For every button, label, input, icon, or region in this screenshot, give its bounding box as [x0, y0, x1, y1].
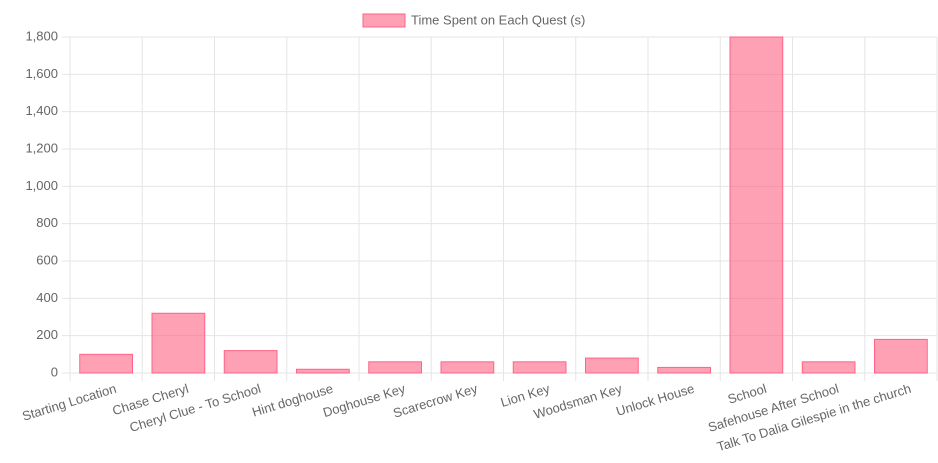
legend-swatch	[362, 13, 406, 28]
y-tick-label: 200	[36, 327, 58, 342]
y-tick-label: 600	[36, 252, 58, 267]
bar	[151, 312, 206, 374]
y-tick-label: 1,200	[25, 140, 58, 155]
y-tick-label: 0	[51, 364, 58, 379]
bar	[874, 338, 928, 374]
bar	[440, 361, 495, 374]
y-tick-label: 1,400	[25, 103, 58, 118]
bar	[223, 350, 278, 374]
y-tick-label: 1,800	[25, 28, 58, 43]
x-tick-label: Scarecrow Key	[391, 381, 479, 421]
bar	[729, 36, 784, 374]
x-tick-label: Hint doghouse	[250, 381, 335, 420]
bar	[79, 353, 133, 374]
bar	[657, 366, 711, 374]
bar	[801, 361, 856, 374]
y-tick-label: 800	[36, 215, 58, 230]
x-tick-label: Unlock House	[614, 381, 696, 419]
legend-label: Time Spent on Each Quest (s)	[411, 12, 585, 27]
y-tick-label: 1,000	[25, 178, 58, 193]
bar	[368, 361, 422, 374]
bar	[585, 357, 639, 374]
bar	[512, 361, 567, 374]
y-tick-label: 400	[36, 290, 58, 305]
x-tick-label: Starting Location	[20, 381, 118, 424]
y-tick-label: 1,600	[25, 66, 58, 81]
bar	[296, 368, 350, 374]
